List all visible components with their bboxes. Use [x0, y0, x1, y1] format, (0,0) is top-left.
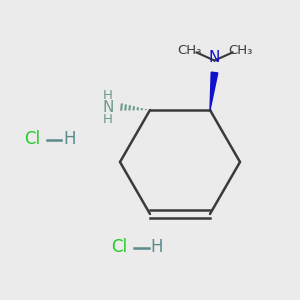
- Text: N: N: [209, 50, 220, 65]
- Text: CH₃: CH₃: [177, 44, 201, 56]
- Text: Cl: Cl: [111, 238, 127, 256]
- Text: Cl: Cl: [24, 130, 40, 148]
- Polygon shape: [210, 72, 218, 110]
- Text: H: H: [103, 112, 113, 125]
- Text: H: H: [103, 88, 113, 101]
- Text: H: H: [63, 130, 76, 148]
- Text: H: H: [150, 238, 163, 256]
- Text: N: N: [102, 100, 114, 115]
- Text: CH₃: CH₃: [228, 44, 252, 56]
